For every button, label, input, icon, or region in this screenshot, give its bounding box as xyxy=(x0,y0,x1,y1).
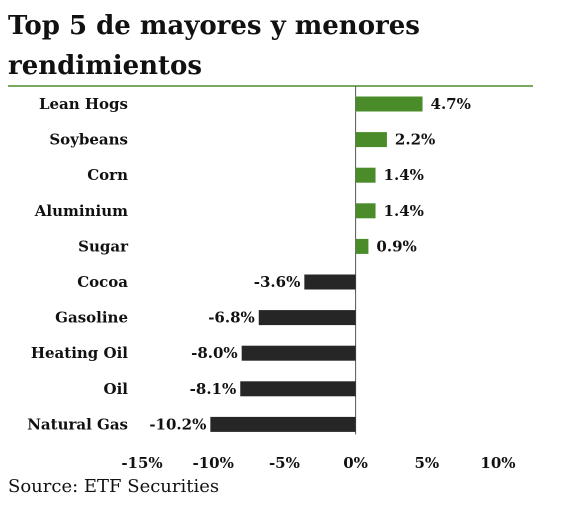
value-label: -8.1% xyxy=(190,380,237,398)
x-tick-label: -15% xyxy=(121,454,162,472)
category-label: Soybeans xyxy=(49,131,128,149)
value-label: 0.9% xyxy=(376,237,416,255)
value-label: 4.7% xyxy=(431,95,471,113)
category-label: Sugar xyxy=(78,237,129,255)
x-tick-label: 0% xyxy=(343,454,368,472)
bar xyxy=(241,345,356,361)
category-label: Cocoa xyxy=(77,273,128,291)
bar xyxy=(210,416,356,432)
source-note: Source: ETF Securities xyxy=(8,476,220,497)
bar xyxy=(355,132,387,148)
value-label: -3.6% xyxy=(254,273,301,291)
bar xyxy=(355,167,376,183)
category-label: Corn xyxy=(87,166,128,184)
bar xyxy=(304,274,356,290)
category-label: Heating Oil xyxy=(31,344,128,362)
category-label: Lean Hogs xyxy=(39,95,128,113)
bar xyxy=(240,381,356,397)
value-label: 2.2% xyxy=(395,131,435,149)
category-label: Aluminium xyxy=(34,202,128,220)
category-label: Natural Gas xyxy=(27,415,128,433)
value-label: 1.4% xyxy=(384,166,424,184)
x-tick-label: 5% xyxy=(414,454,439,472)
bar xyxy=(355,238,369,254)
x-tick-label: 10% xyxy=(480,454,515,472)
bar xyxy=(258,310,356,326)
x-tick-label: -5% xyxy=(269,454,300,472)
category-label: Gasoline xyxy=(55,309,128,327)
bar xyxy=(355,96,423,112)
category-label: Oil xyxy=(104,380,129,398)
value-label: -8.0% xyxy=(191,344,238,362)
value-label: 1.4% xyxy=(384,202,424,220)
value-label: -6.8% xyxy=(208,309,255,327)
x-tick-label: -10% xyxy=(193,454,234,472)
value-label: -10.2% xyxy=(149,415,206,433)
bar xyxy=(355,203,376,219)
chart-title: Top 5 de mayores y menores rendimientos xyxy=(8,11,420,81)
